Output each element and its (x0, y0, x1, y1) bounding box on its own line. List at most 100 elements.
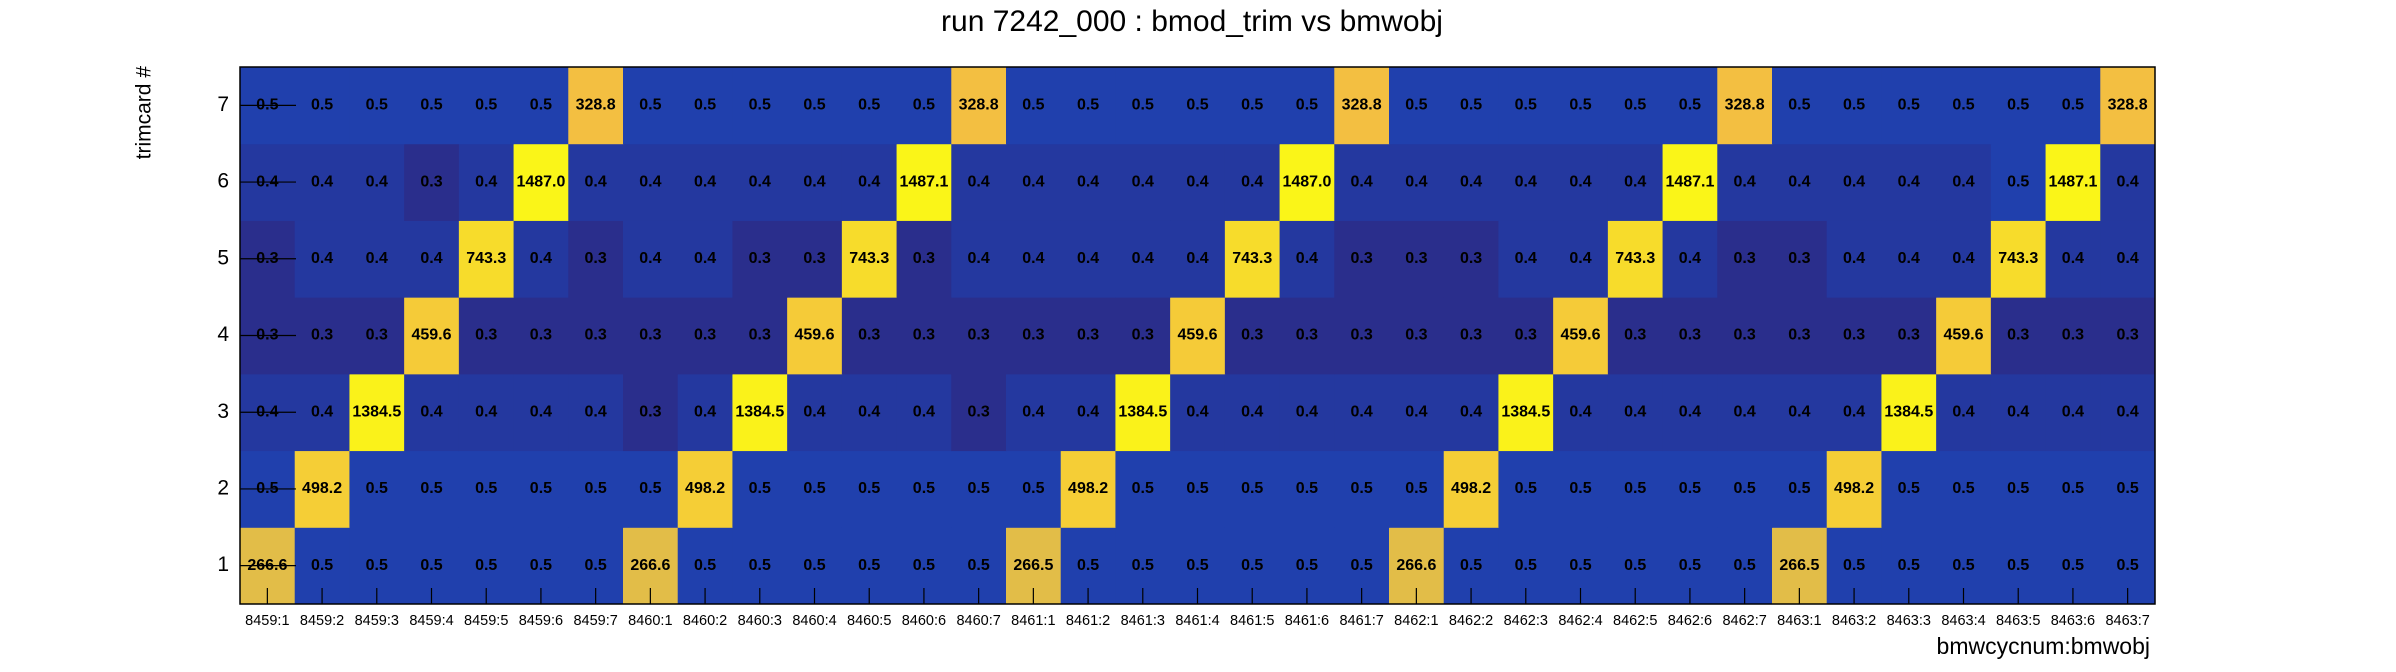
cell (1115, 67, 1171, 145)
x-tick-label: 8461:4 (1175, 613, 1219, 629)
cell-label: 0.5 (1515, 97, 1537, 114)
cell (1006, 220, 1062, 298)
cell-label: 0.5 (1296, 557, 1318, 574)
cell (1881, 297, 1937, 375)
cell (1826, 297, 1882, 375)
cell (1553, 220, 1609, 298)
cell-label: 498.2 (1451, 480, 1491, 497)
cell-label: 0.4 (1022, 250, 1044, 267)
cell (1553, 143, 1609, 221)
cell-label: 0.3 (1624, 327, 1646, 344)
cell-label: 0.4 (1843, 403, 1865, 420)
cell (1060, 373, 1116, 452)
cell (1006, 143, 1062, 221)
cell-label: 0.4 (1241, 403, 1263, 420)
x-tick-label: 8462:6 (1668, 613, 1712, 629)
cell-label: 0.5 (694, 97, 716, 114)
cell (1279, 450, 1335, 528)
cell (513, 143, 569, 221)
cell-label: 498.2 (302, 480, 342, 497)
cell-label: 0.5 (1624, 557, 1646, 574)
cell-label: 0.4 (1460, 403, 1482, 420)
cell (1334, 297, 1390, 375)
cell-label: 0.4 (311, 250, 333, 267)
x-tick-label: 8462:1 (1394, 613, 1438, 629)
cell (1170, 297, 1226, 375)
cell (458, 373, 515, 452)
cell-label: 0.5 (858, 480, 880, 497)
cell (1060, 143, 1116, 221)
cell (1389, 67, 1445, 145)
cell (349, 220, 405, 298)
cell-label: 0.5 (585, 557, 607, 574)
cell (1826, 143, 1882, 221)
cell-label: 0.4 (1679, 403, 1701, 420)
cell (677, 67, 733, 145)
cell (1060, 450, 1116, 528)
cell-label: 0.3 (1515, 327, 1537, 344)
cell (1334, 373, 1390, 452)
cell-label: 0.5 (366, 97, 388, 114)
cell-label: 328.8 (1342, 97, 1382, 114)
cell-label: 0.5 (1241, 557, 1263, 574)
cell (2045, 297, 2101, 375)
cell (1115, 220, 1171, 298)
x-tick-label: 8461:5 (1230, 613, 1274, 629)
cell (1881, 67, 1937, 145)
cell-label: 0.5 (1405, 480, 1427, 497)
cell (1936, 143, 1992, 221)
cell (2100, 67, 2156, 145)
cell-label: 1487.1 (1665, 173, 1714, 190)
cell-label: 0.5 (858, 97, 880, 114)
x-tick-label: 8463:1 (1777, 613, 1821, 629)
cell-label: 0.4 (1679, 250, 1701, 267)
cell (732, 297, 788, 375)
cell-label: 0.3 (530, 327, 552, 344)
cell-label: 0.4 (913, 403, 935, 420)
cell-label: 0.5 (1132, 480, 1154, 497)
cell (568, 297, 624, 375)
cell (1717, 373, 1773, 452)
cell (787, 450, 843, 528)
cell-label: 0.3 (1788, 250, 1810, 267)
cell-label: 0.5 (1405, 97, 1427, 114)
cell-label: 0.5 (530, 97, 552, 114)
cell-label: 0.4 (2117, 173, 2139, 190)
cell-label: 0.5 (475, 557, 497, 574)
cell-label: 0.4 (1788, 403, 1810, 420)
cell-label: 0.4 (1405, 173, 1427, 190)
cell (1990, 297, 2047, 375)
x-tick-label: 8459:4 (409, 613, 453, 629)
cell-label: 0.4 (968, 173, 990, 190)
x-tick-label: 8460:1 (628, 613, 672, 629)
x-tick-label: 8461:7 (1339, 613, 1383, 629)
cell-label: 1487.1 (899, 173, 948, 190)
cell (787, 220, 843, 298)
cell (1279, 373, 1335, 452)
cell-label: 0.4 (1734, 173, 1756, 190)
cell (951, 373, 1007, 452)
cell (1826, 220, 1882, 298)
cell (1607, 297, 1664, 375)
cell (2045, 450, 2101, 528)
cell (2100, 373, 2156, 452)
cell-label: 328.8 (1725, 97, 1765, 114)
cell-label: 0.4 (2062, 250, 2084, 267)
cell-label: 328.8 (2108, 97, 2148, 114)
cell-label: 0.4 (1241, 173, 1263, 190)
cell (349, 297, 405, 375)
cell-label: 0.3 (1077, 327, 1099, 344)
y-tick-label: 6 (217, 170, 229, 193)
x-tick-label: 8463:7 (2105, 613, 2149, 629)
cell-label: 0.4 (1186, 173, 1208, 190)
cell (623, 67, 679, 145)
cell-label: 1487.1 (2048, 173, 2097, 190)
cell (1607, 373, 1664, 452)
cell (1224, 220, 1281, 298)
cell-label: 0.5 (530, 480, 552, 497)
cell (1224, 373, 1281, 452)
cell-label: 0.4 (1515, 173, 1537, 190)
cell (677, 450, 733, 528)
cell (1115, 143, 1171, 221)
